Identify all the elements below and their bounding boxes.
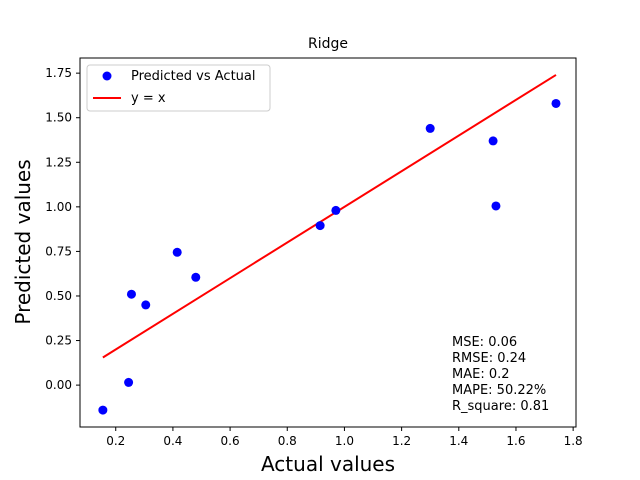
x-tick-label: 1.8 [564,434,583,448]
scatter-point [124,377,134,387]
legend-box [86,64,271,112]
scatter-point [425,123,435,133]
y-tick-label: 0.00 [45,378,72,392]
x-tick-label: 1.4 [449,434,468,448]
x-axis-label: Actual values [261,452,395,476]
axes-frame [79,57,577,428]
reference-line-y-equals-x [102,74,557,359]
y-tick-label: 1.50 [45,111,72,125]
legend-scatter-marker [102,71,112,81]
scatter-point [551,98,561,108]
scatter-point [172,247,182,257]
x-tick-label: 0.2 [106,434,125,448]
scatter-point [331,205,341,215]
scatter-point [488,136,498,146]
tick-layer: 0.2 0.4 0.6 0.8 1.0 1.2 1.4 1.6 1.8 0.00 0.25 0.50 0… [45,66,582,448]
legend-label-line: y = x [131,91,166,106]
x-tick-label: 1.2 [392,434,411,448]
metric-mae: MAE: 0.2 [452,367,510,382]
scatter-point [141,300,151,310]
scatter-point [126,289,136,299]
x-tick-label: 1.0 [335,434,354,448]
plot-area [98,74,561,415]
metric-rmse: RMSE: 0.24 [452,351,526,366]
x-tick-label: 1.6 [506,434,525,448]
metric-mape: MAPE: 50.22% [452,383,546,398]
metric-r-square: R_square: 0.81 [452,399,549,414]
scatter-point [191,272,201,282]
y-tick-label: 0.50 [45,289,72,303]
chart-title: Ridge [308,36,348,52]
y-tick-label: 0.75 [45,244,72,258]
scatter-point [98,405,108,415]
y-axis-label: Predicted values [11,159,35,324]
metric-mse: MSE: 0.06 [452,335,517,350]
scatter-point [491,201,501,211]
y-tick-label: 0.25 [45,334,72,348]
y-tick-label: 1.25 [45,155,72,169]
y-tick-label: 1.75 [45,66,72,80]
x-tick-label: 0.8 [278,434,297,448]
x-tick-label: 0.4 [163,434,182,448]
x-tick-label: 0.6 [221,434,240,448]
scatter-point [315,221,325,231]
legend: Predicted vs Actual y = x [86,64,271,112]
legend-label-scatter: Predicted vs Actual [131,69,255,84]
y-tick-label: 1.00 [45,200,72,214]
metrics-annotation: MSE: 0.06 RMSE: 0.24 MAE: 0.2 MAPE: 50.2… [452,335,549,414]
